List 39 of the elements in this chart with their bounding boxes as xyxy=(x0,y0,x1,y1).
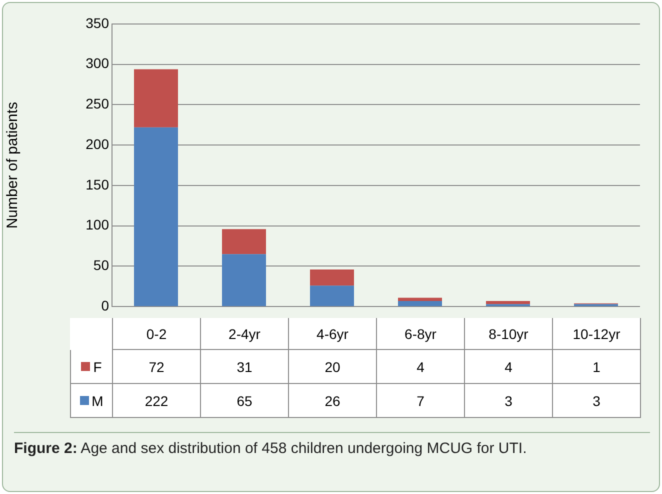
data-label: 3 xyxy=(553,384,641,418)
x-tick-label: 0-2 xyxy=(113,318,201,350)
bar xyxy=(398,300,442,306)
y-tick-label: 350 xyxy=(86,14,110,31)
x-tick-label: 4-6yr xyxy=(289,318,377,350)
x-tick-label: 6-8yr xyxy=(377,318,465,350)
data-label: 20 xyxy=(289,350,377,384)
y-tick-label: 50 xyxy=(93,257,110,274)
bar xyxy=(310,269,354,286)
data-label: 222 xyxy=(113,384,201,418)
x-tick-label: 8-10yr xyxy=(465,318,553,350)
y-tick-label: 0 xyxy=(101,297,110,314)
legend-label: F xyxy=(93,358,102,376)
caption: Figure 2: Age and sex distribution of 458 children undergoing MCUG for UTI. xyxy=(14,439,528,459)
bar xyxy=(222,254,266,306)
y-axis-title: Number of patients xyxy=(4,102,22,229)
bar xyxy=(486,300,530,304)
bar xyxy=(134,127,178,306)
bar xyxy=(398,298,442,301)
data-label: 4 xyxy=(465,350,553,384)
data-label: 72 xyxy=(113,350,201,384)
data-label: 65 xyxy=(201,384,289,418)
y-tick-label: 250 xyxy=(86,96,110,112)
bar xyxy=(310,286,354,306)
data-label: 31 xyxy=(201,350,289,384)
bar xyxy=(222,229,266,254)
y-tick-label: 200 xyxy=(86,136,110,152)
data-label: 1 xyxy=(553,350,641,384)
data-label: 7 xyxy=(377,384,465,418)
bar xyxy=(134,69,178,128)
x-tick-label: 10-12yr xyxy=(553,318,641,350)
data-label: 3 xyxy=(465,384,553,418)
y-tick-label: 100 xyxy=(86,216,110,233)
data-label: 26 xyxy=(289,384,377,418)
y-tick-label: 300 xyxy=(86,55,110,72)
x-tick-label: 2-4yr xyxy=(201,318,289,350)
data-label: 4 xyxy=(377,350,465,384)
legend-label: M xyxy=(92,392,104,410)
y-tick-label: 150 xyxy=(86,176,110,192)
